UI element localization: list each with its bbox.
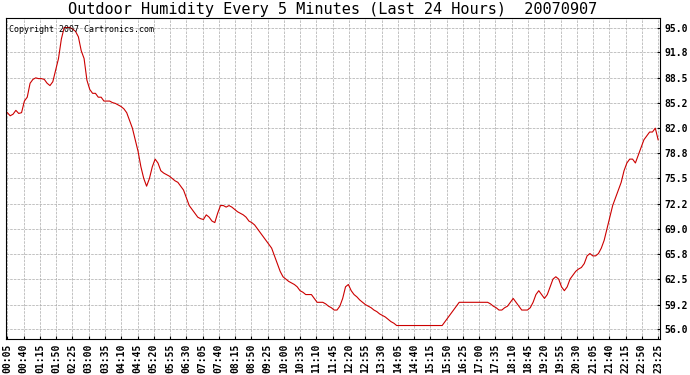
Text: Copyright 2007 Cartronics.com: Copyright 2007 Cartronics.com (9, 25, 154, 34)
Title: Outdoor Humidity Every 5 Minutes (Last 24 Hours)  20070907: Outdoor Humidity Every 5 Minutes (Last 2… (68, 2, 598, 17)
